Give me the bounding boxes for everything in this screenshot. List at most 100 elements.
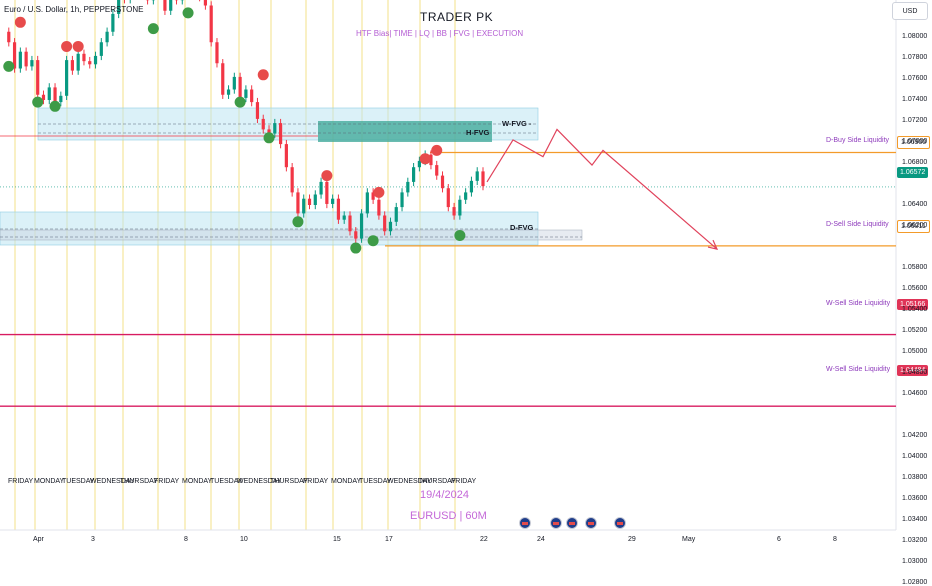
candle-body bbox=[77, 54, 80, 71]
candle-body bbox=[36, 60, 39, 95]
candle-body bbox=[105, 32, 108, 43]
time-tick-label: 8 bbox=[184, 536, 188, 543]
candle-body bbox=[7, 32, 10, 43]
candle-body bbox=[82, 54, 85, 61]
candle-body bbox=[412, 167, 415, 182]
time-tick-label: 22 bbox=[480, 536, 488, 543]
candle-body bbox=[470, 181, 473, 193]
ticker-label: EURUSD | 60M bbox=[410, 510, 487, 522]
day-label: FRIDAY bbox=[8, 478, 33, 485]
chart-plot-area[interactable] bbox=[0, 0, 932, 550]
candle-body bbox=[406, 182, 409, 193]
economic-event-icon[interactable] bbox=[614, 517, 626, 529]
price-tick-label: 1.03200 bbox=[902, 537, 927, 544]
candle-body bbox=[337, 199, 340, 220]
price-tick-label: 1.03800 bbox=[902, 474, 927, 481]
candle-body bbox=[262, 119, 265, 129]
swing-high-marker bbox=[321, 170, 332, 181]
candle-body bbox=[331, 199, 334, 204]
price-tick-label: 1.02800 bbox=[902, 579, 927, 586]
candle-body bbox=[100, 42, 103, 56]
swing-low-marker bbox=[235, 97, 246, 108]
candle-body bbox=[314, 195, 317, 206]
current-price-tag: 1.06572 bbox=[897, 167, 928, 178]
candle-body bbox=[400, 192, 403, 207]
candle-body bbox=[348, 216, 351, 232]
candle-body bbox=[308, 199, 311, 205]
economic-event-icon[interactable] bbox=[550, 517, 562, 529]
candle-body bbox=[296, 192, 299, 213]
day-label: FRIDAY bbox=[451, 478, 476, 485]
day-label: MONDAY bbox=[182, 478, 212, 485]
price-tick-label: 1.06200 bbox=[902, 222, 927, 229]
d-buy-liquidity-label: D-Buy Side Liquidity bbox=[826, 137, 889, 144]
price-tick-label: 1.06800 bbox=[902, 159, 927, 166]
h-fvg-label: H-FVG bbox=[466, 128, 489, 137]
candle-body bbox=[291, 167, 294, 192]
price-tick-label: 1.04600 bbox=[902, 390, 927, 397]
candle-body bbox=[233, 77, 236, 90]
time-tick-label: 17 bbox=[385, 536, 393, 543]
candle-body bbox=[302, 199, 305, 214]
candle-body bbox=[325, 182, 328, 204]
swing-low-marker bbox=[264, 132, 275, 143]
chart-root[interactable]: Euro / U.S. Dollar, 1h, PEPPERSTONE TRAD… bbox=[0, 0, 932, 550]
price-tick-label: 1.04800 bbox=[902, 369, 927, 376]
candle-body bbox=[343, 216, 346, 220]
price-tick-label: 1.05800 bbox=[902, 264, 927, 271]
time-tick-label: 10 bbox=[240, 536, 248, 543]
date-label: 19/4/2024 bbox=[420, 489, 469, 501]
w-sell-liquidity-label-1: W-Sell Side Liquidity bbox=[826, 300, 890, 307]
brand-title: TRADER PK bbox=[420, 10, 493, 24]
price-tick-label: 1.07000 bbox=[902, 138, 927, 145]
currency-button[interactable]: USD bbox=[892, 2, 928, 20]
candle-body bbox=[221, 63, 224, 95]
candle-body bbox=[366, 192, 369, 213]
candle-body bbox=[464, 192, 467, 199]
price-tick-label: 1.07800 bbox=[902, 54, 927, 61]
candle-body bbox=[256, 102, 259, 119]
swing-low-marker bbox=[50, 101, 61, 112]
swing-high-marker bbox=[15, 17, 26, 28]
candle-body bbox=[377, 200, 380, 216]
swing-low-marker bbox=[3, 61, 14, 72]
price-tick-label: 1.05200 bbox=[902, 327, 927, 334]
candle-body bbox=[476, 171, 479, 180]
day-label: FRIDAY bbox=[303, 478, 328, 485]
candle-body bbox=[435, 165, 438, 176]
candle-body bbox=[88, 61, 91, 64]
swing-low-marker bbox=[454, 230, 465, 241]
candle-body bbox=[354, 231, 357, 238]
price-tick-label: 1.07200 bbox=[902, 117, 927, 124]
price-tick-label: 1.03000 bbox=[902, 558, 927, 565]
d-fvg-label: D-FVG bbox=[510, 223, 533, 232]
price-tick-label: 1.07600 bbox=[902, 75, 927, 82]
w-fvg-label: W-FVG - bbox=[502, 119, 531, 128]
swing-high-marker bbox=[258, 69, 269, 80]
candle-body bbox=[25, 52, 28, 67]
candle-body bbox=[204, 0, 207, 5]
price-tick-label: 1.03400 bbox=[902, 516, 927, 523]
candle-body bbox=[360, 213, 363, 238]
time-tick-label: 15 bbox=[333, 536, 341, 543]
economic-event-icon[interactable] bbox=[566, 517, 578, 529]
price-tick-label: 1.06400 bbox=[902, 201, 927, 208]
price-tick-label: 1.08000 bbox=[902, 33, 927, 40]
economic-event-icon[interactable] bbox=[519, 517, 531, 529]
symbol-title: Euro / U.S. Dollar, 1h, PEPPERSTONE bbox=[4, 5, 143, 14]
day-label: FRIDAY bbox=[154, 478, 179, 485]
candle-body bbox=[239, 77, 242, 98]
candle-body bbox=[227, 90, 230, 95]
swing-high-marker bbox=[61, 41, 72, 52]
candle-body bbox=[215, 42, 218, 63]
candle-body bbox=[389, 222, 392, 231]
swing-low-marker bbox=[32, 97, 43, 108]
candle-body bbox=[285, 144, 288, 167]
time-tick-label: May bbox=[682, 536, 695, 543]
price-tick-label: 1.05400 bbox=[902, 306, 927, 313]
swing-high-marker bbox=[373, 187, 384, 198]
candle-body bbox=[65, 60, 68, 96]
candle-body bbox=[244, 90, 247, 98]
swing-high-marker bbox=[420, 153, 431, 164]
economic-event-icon[interactable] bbox=[585, 517, 597, 529]
